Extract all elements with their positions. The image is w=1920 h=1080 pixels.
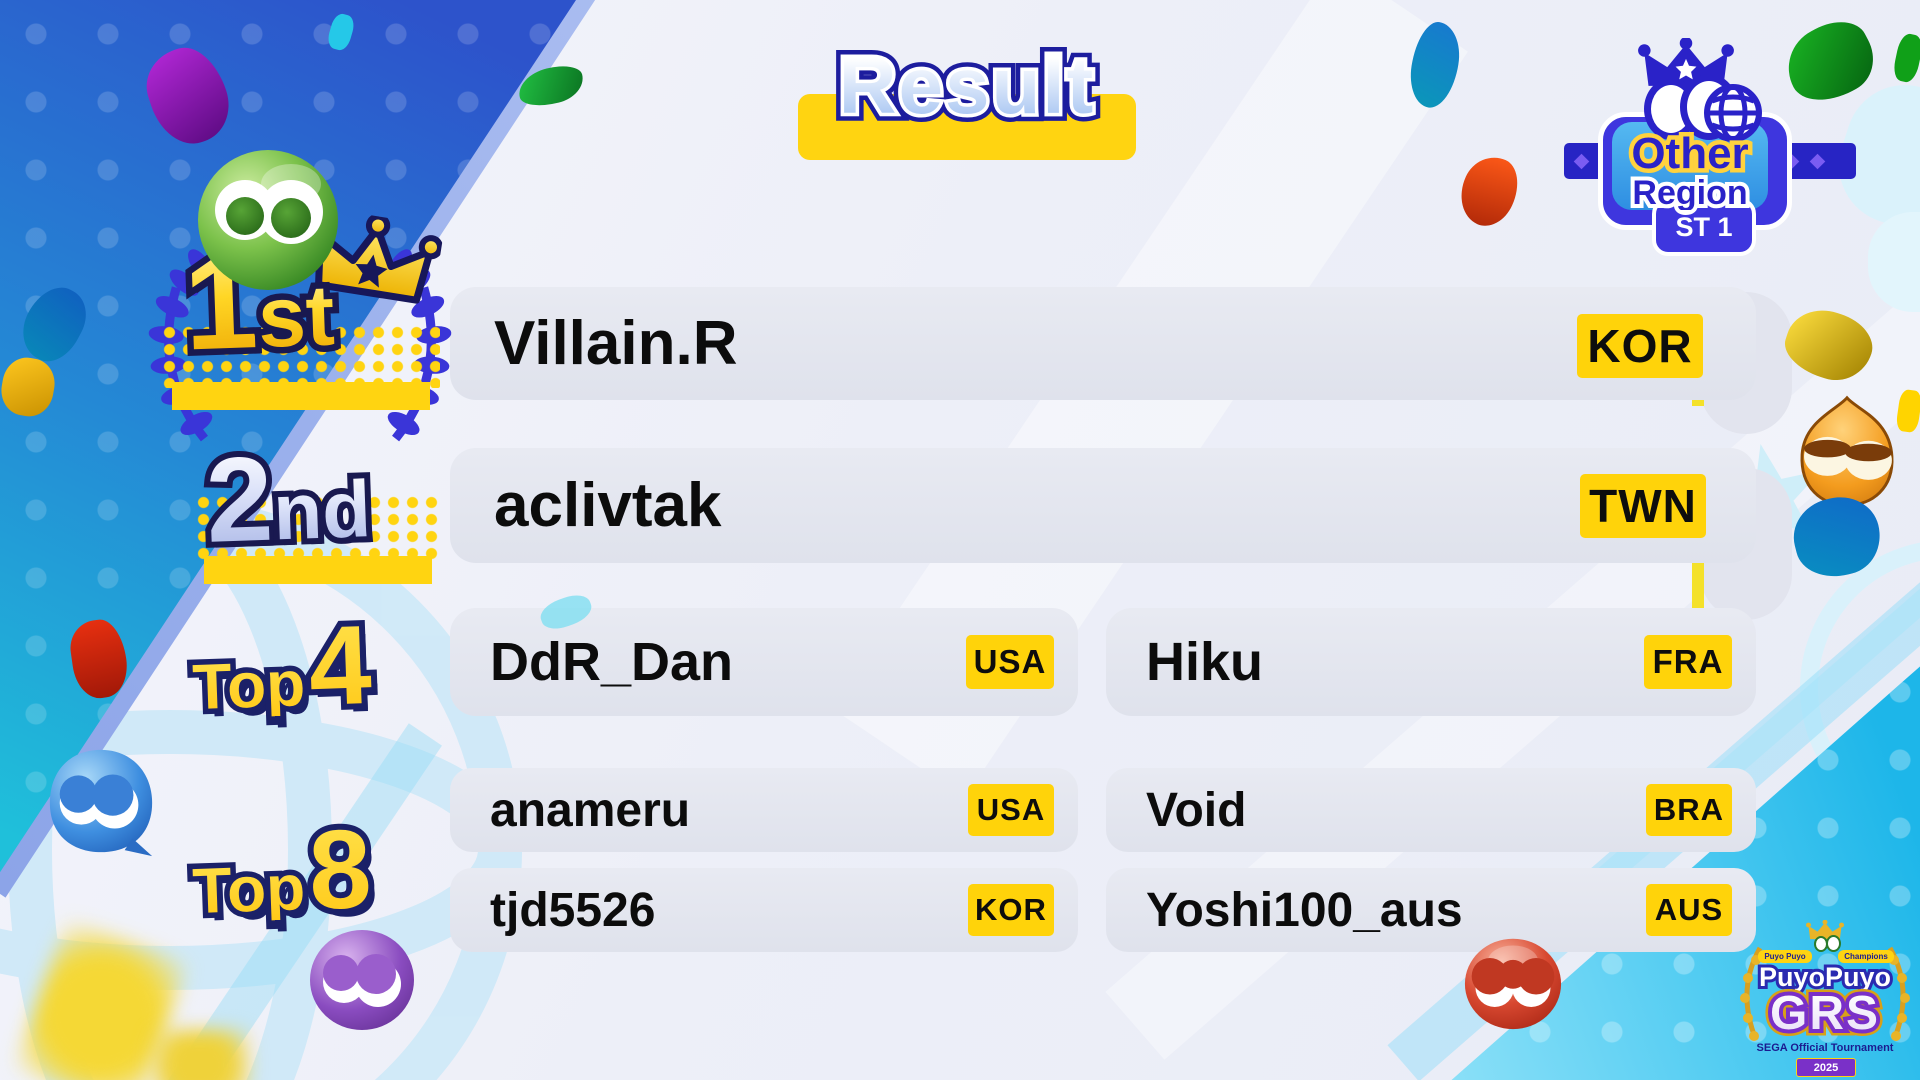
player-name: tjd5526 <box>490 883 656 937</box>
country-code: KOR <box>1587 320 1693 372</box>
confetti <box>1891 32 1920 84</box>
logo-year-tag: 2025 <box>1796 1058 1856 1077</box>
country-code: FRA <box>1652 643 1724 680</box>
player-row-top8-3: tjd5526 <box>450 868 1078 952</box>
logo-series: GRSGRSGRS <box>1763 983 1884 1044</box>
country-badge: AUS <box>1646 884 1732 936</box>
player-name: Yoshi100_aus <box>1146 883 1463 937</box>
country-code: TWN <box>1589 480 1697 532</box>
country-code: AUS <box>1654 892 1724 927</box>
country-badge: USA <box>968 784 1054 836</box>
player-row-1st: Villain.R <box>450 287 1756 400</box>
blue-puyo-character <box>49 749 153 857</box>
player-row-top8-1: anameru <box>450 768 1078 852</box>
halftone-pattern <box>160 324 440 388</box>
region-badge: OtherOther RegionRegion ST 1 <box>1540 30 1880 260</box>
confetti <box>1450 148 1528 234</box>
top4-label: TopTop 44 <box>186 596 380 735</box>
logo-brand: PuyoPuyoPuyoPuyo <box>1756 961 1894 994</box>
logo-year: 2025 <box>1813 1061 1839 1074</box>
gold-bar <box>204 556 432 584</box>
country-badge: USA <box>966 635 1054 689</box>
red-puyo-character <box>1464 938 1562 1030</box>
gold-laurel-icon <box>1740 946 1910 1041</box>
country-code: KOR <box>975 892 1047 927</box>
player-name: Hiku <box>1146 632 1264 692</box>
country-badge: BRA <box>1646 784 1732 836</box>
player-name: DdR_Dan <box>490 632 734 692</box>
gold-bar <box>172 382 430 410</box>
region-label-line1: OtherOther <box>1627 127 1753 180</box>
country-code: USA <box>976 792 1046 827</box>
orange-puyo-character <box>1800 395 1894 507</box>
region-label-line2: RegionRegion <box>1628 172 1751 214</box>
logo-ribbon-right: Champions <box>1838 950 1894 963</box>
logo-subtitle: SEGA Official Tournament <box>1756 1042 1894 1054</box>
player-name: Villain.R <box>494 309 738 378</box>
country-badge: KOR <box>968 884 1054 936</box>
second-place-badge: 22 ndnd <box>186 426 446 603</box>
green-puyo-character <box>198 150 338 290</box>
title-banner <box>798 94 1136 160</box>
player-name: anameru <box>490 783 691 837</box>
ribbon-text: Puyo Puyo <box>1764 952 1806 961</box>
crown-icon <box>1806 920 1844 940</box>
stage-label: ST 1 <box>1675 211 1733 242</box>
ribbon-text: Champions <box>1844 952 1888 961</box>
country-badge: FRA <box>1644 635 1732 689</box>
country-badge: TWN <box>1580 474 1706 538</box>
logo-ribbon-left: Puyo Puyo <box>1758 950 1812 963</box>
country-badge: KOR <box>1577 314 1703 378</box>
purple-puyo-character <box>310 930 414 1030</box>
page-title: ResultResultResult <box>831 38 1101 134</box>
globe-icon <box>1704 84 1762 142</box>
player-name: Void <box>1146 783 1247 837</box>
blurred-confetti <box>150 1030 250 1080</box>
mascot-eye <box>1826 935 1841 952</box>
player-name: aclivtak <box>494 471 722 540</box>
player-row-2nd: aclivtak <box>450 448 1756 563</box>
country-code: USA <box>973 643 1047 680</box>
stage-tag: ST 1 <box>1652 198 1756 256</box>
tournament-logo: Puyo Puyo Champions PuyoPuyoPuyoPuyo GRS… <box>1734 920 1916 1078</box>
rank-2nd: 22 ndnd <box>198 426 379 574</box>
country-code: BRA <box>1653 792 1725 827</box>
halftone-pattern <box>194 494 440 560</box>
top8-label: TopTop 88 <box>186 800 380 939</box>
